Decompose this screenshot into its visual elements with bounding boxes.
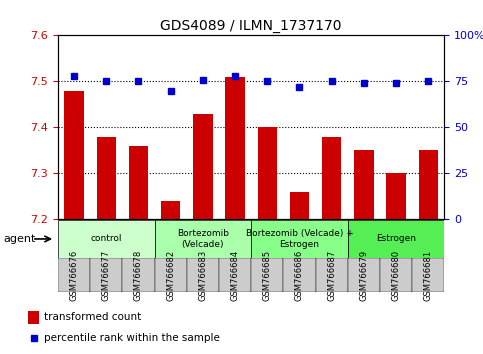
FancyBboxPatch shape [219,258,251,292]
Text: GSM766684: GSM766684 [230,250,240,301]
Bar [257,127,277,219]
FancyBboxPatch shape [412,258,444,292]
FancyBboxPatch shape [90,258,122,292]
FancyBboxPatch shape [187,258,219,292]
FancyBboxPatch shape [155,258,187,292]
Text: GSM766682: GSM766682 [166,250,175,301]
FancyBboxPatch shape [155,220,251,258]
Bar [161,201,180,219]
Bar [129,146,148,219]
Text: transformed count: transformed count [44,312,141,322]
FancyBboxPatch shape [251,258,284,292]
Title: GDS4089 / ILMN_1737170: GDS4089 / ILMN_1737170 [160,19,342,33]
Text: GSM766679: GSM766679 [359,250,369,301]
Bar [322,137,341,219]
FancyBboxPatch shape [315,258,348,292]
FancyBboxPatch shape [348,220,444,258]
Bar [419,150,438,219]
FancyBboxPatch shape [284,258,315,292]
Text: GSM766677: GSM766677 [102,250,111,301]
Bar [193,114,213,219]
Text: Bortezomib (Velcade) +
Estrogen: Bortezomib (Velcade) + Estrogen [245,229,354,249]
FancyBboxPatch shape [380,258,412,292]
Text: GSM766678: GSM766678 [134,250,143,301]
Text: GSM766680: GSM766680 [392,250,400,301]
Text: GSM766683: GSM766683 [199,250,207,301]
Bar [97,137,116,219]
Text: GSM766676: GSM766676 [70,250,79,301]
Bar [226,77,245,219]
Bar [290,192,309,219]
Text: percentile rank within the sample: percentile rank within the sample [44,333,220,343]
Text: Estrogen: Estrogen [376,234,416,244]
Text: GSM766686: GSM766686 [295,250,304,301]
Text: GSM766681: GSM766681 [424,250,433,301]
Bar [28,311,40,324]
Bar [386,173,406,219]
Text: agent: agent [3,234,35,244]
FancyBboxPatch shape [58,220,155,258]
Bar [354,150,373,219]
FancyBboxPatch shape [58,258,90,292]
FancyBboxPatch shape [251,220,348,258]
Text: control: control [90,234,122,244]
FancyBboxPatch shape [348,258,380,292]
Text: Bortezomib
(Velcade): Bortezomib (Velcade) [177,229,229,249]
Text: GSM766685: GSM766685 [263,250,272,301]
Bar [64,91,84,219]
Text: GSM766687: GSM766687 [327,250,336,301]
FancyBboxPatch shape [122,258,155,292]
